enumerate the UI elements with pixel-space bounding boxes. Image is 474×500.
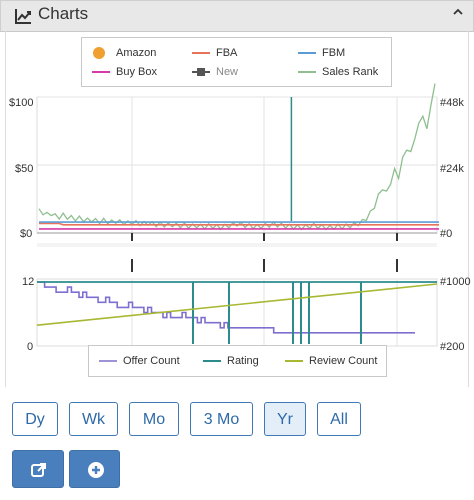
charts-panel-header[interactable]: Charts (0, 0, 474, 32)
series-line-fba (39, 222, 439, 226)
range-day-button[interactable]: Dy (12, 402, 58, 436)
price-chart[interactable] (0, 0, 474, 275)
y-tick-label: 0 (27, 341, 34, 353)
y-tick-label: $100 (9, 97, 34, 109)
range-week-button[interactable]: Wk (69, 402, 118, 436)
square-line-marker-icon (192, 68, 210, 76)
offer-chart[interactable] (0, 0, 474, 350)
series-line-review-count (36, 283, 438, 327)
range-all-button[interactable]: All (317, 402, 361, 436)
dot-marker-icon (93, 47, 105, 59)
price-chart-legend: Amazon FBA FBM Buy Box New Sales Rank (81, 37, 392, 87)
legend-label: Sales Rank (322, 66, 379, 78)
line-marker-icon (285, 360, 303, 362)
range-month-button[interactable]: Mo (129, 402, 179, 436)
y-tick-label: $50 (15, 163, 34, 175)
y2-tick-label: #1000 (440, 276, 471, 288)
line-marker-icon (298, 71, 316, 73)
add-button[interactable] (69, 450, 120, 488)
range-3month-button[interactable]: 3 Mo (190, 402, 253, 436)
legend-label: Amazon (116, 47, 157, 59)
legend-label: FBM (322, 47, 346, 59)
series-line-sales-rank (38, 83, 436, 231)
legend-label: New (216, 66, 239, 78)
range-year-button[interactable]: Yr (264, 402, 306, 436)
y-tick-label: 12 (22, 276, 35, 288)
open-external-button[interactable] (12, 450, 64, 488)
legend-label: Review Count (309, 355, 378, 367)
date-label-strip (37, 243, 437, 247)
y2-tick-label: #200 (440, 341, 465, 353)
line-marker-icon (192, 52, 210, 54)
y-tick-label: $0 (20, 228, 33, 240)
plus-circle-icon (88, 462, 104, 478)
line-marker-icon (99, 360, 117, 362)
panel-title: Charts (38, 4, 89, 23)
legend-label: FBA (216, 47, 238, 59)
offer-chart-legend: Offer Count Rating Review Count (88, 345, 387, 377)
line-chart-icon (15, 9, 31, 24)
y2-tick-label: #0 (440, 228, 453, 240)
y2-tick-label: #48k (440, 97, 464, 109)
legend-label: Rating (227, 355, 259, 367)
y2-tick-label: #24k (440, 163, 464, 175)
chevron-up-icon[interactable] (452, 6, 464, 18)
line-marker-icon (92, 71, 110, 73)
plot-area (36, 278, 438, 347)
legend-label: Offer Count (123, 355, 180, 367)
legend-label: Buy Box (116, 66, 157, 78)
external-link-icon (31, 463, 46, 477)
line-marker-icon (298, 52, 316, 54)
series-line-offer-count (37, 281, 415, 334)
line-marker-icon (203, 360, 221, 362)
charts-panel-body (5, 31, 469, 387)
